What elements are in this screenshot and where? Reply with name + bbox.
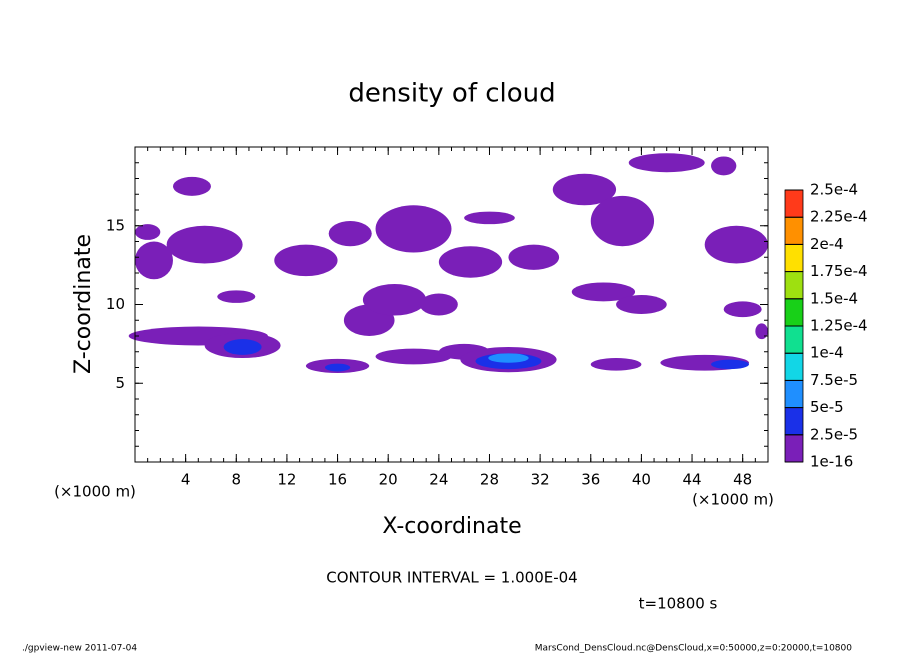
x-tick-label: 20 <box>379 471 398 489</box>
chart-title: density of cloud <box>348 79 555 109</box>
contour-region <box>135 241 173 280</box>
colorbar-box <box>784 379 804 408</box>
x-unit: (×1000 m) <box>692 491 774 509</box>
contour-region <box>438 246 503 278</box>
footer-left: ./gpview-new 2011-07-04 <box>22 644 137 654</box>
contour-region <box>552 173 617 206</box>
colorbar-box <box>784 189 804 218</box>
x-tick-label: 44 <box>682 471 701 489</box>
x-tick-label: 24 <box>429 471 448 489</box>
colorbar-label: 2.25e-4 <box>810 208 868 226</box>
contour-region <box>166 225 243 264</box>
contour-region <box>362 284 427 316</box>
colorbar-box <box>784 243 804 272</box>
x-tick-label: 32 <box>531 471 550 489</box>
x-tick-label: 36 <box>581 471 600 489</box>
colorbar-label: 5e-5 <box>810 398 844 416</box>
contour-region <box>135 224 161 240</box>
colorbar-label: 2e-4 <box>810 235 844 253</box>
contour-region <box>508 244 560 270</box>
contour-region <box>590 195 655 247</box>
contour-region <box>464 211 515 225</box>
x-tick-label: 40 <box>632 471 651 489</box>
contour-region <box>704 225 768 264</box>
contour-region <box>274 244 338 277</box>
contour-region <box>328 221 372 247</box>
colorbar-label: 1e-4 <box>810 344 844 362</box>
y-tick-label: 15 <box>106 216 125 234</box>
contour-region <box>711 359 750 370</box>
footer-right: MarsCond_DensCloud.nc@DensCloud,x=0:5000… <box>535 644 852 654</box>
colorbar-label: 2.5e-4 <box>810 181 858 199</box>
colorbar-label: 1.75e-4 <box>810 262 868 280</box>
contour-region <box>375 348 452 365</box>
time-label: t=10800 s <box>639 595 718 613</box>
x-tick-label: 28 <box>480 471 499 489</box>
colorbar-label: 2.5e-5 <box>810 425 858 443</box>
contour-region <box>223 339 262 355</box>
y-tick-label: 5 <box>115 374 125 392</box>
contour-region <box>711 156 737 176</box>
y-tick-label: 10 <box>106 295 125 313</box>
contour-region <box>324 363 351 372</box>
contour-interval: CONTOUR INTERVAL = 1.000E-04 <box>326 569 577 587</box>
contour-region <box>628 153 705 173</box>
colorbar-box <box>784 407 804 436</box>
colorbar-label: 1e-16 <box>810 453 853 471</box>
contour-region <box>755 323 768 340</box>
colorbar-label: 7.5e-5 <box>810 371 858 389</box>
contour-region <box>488 353 529 363</box>
contour-region <box>375 205 452 253</box>
x-tick-label: 8 <box>232 471 242 489</box>
colorbar-box <box>784 325 804 354</box>
x-tick-label: 48 <box>733 471 752 489</box>
colorbar-box <box>784 298 804 327</box>
x-tick-label: 12 <box>277 471 296 489</box>
contour-region <box>616 295 667 314</box>
y-unit: (×1000 m) <box>54 483 136 501</box>
colorbar-label: 1.5e-4 <box>810 289 858 307</box>
x-axis-label: X-coordinate <box>382 514 521 539</box>
contour-region <box>723 301 762 318</box>
colorbar-label: 1.25e-4 <box>810 317 868 335</box>
contour-region <box>419 293 458 316</box>
colorbar-box <box>784 352 804 381</box>
colorbar-box <box>784 216 804 245</box>
y-axis-label: Z-coordinate <box>71 234 96 374</box>
colorbar-box <box>784 434 804 463</box>
contour-region <box>590 358 642 371</box>
contour-region <box>571 282 636 302</box>
colorbar-box <box>784 271 804 300</box>
contour-region <box>217 290 256 303</box>
x-tick-label: 4 <box>181 471 191 489</box>
contour-region <box>172 176 211 196</box>
x-tick-label: 16 <box>328 471 347 489</box>
